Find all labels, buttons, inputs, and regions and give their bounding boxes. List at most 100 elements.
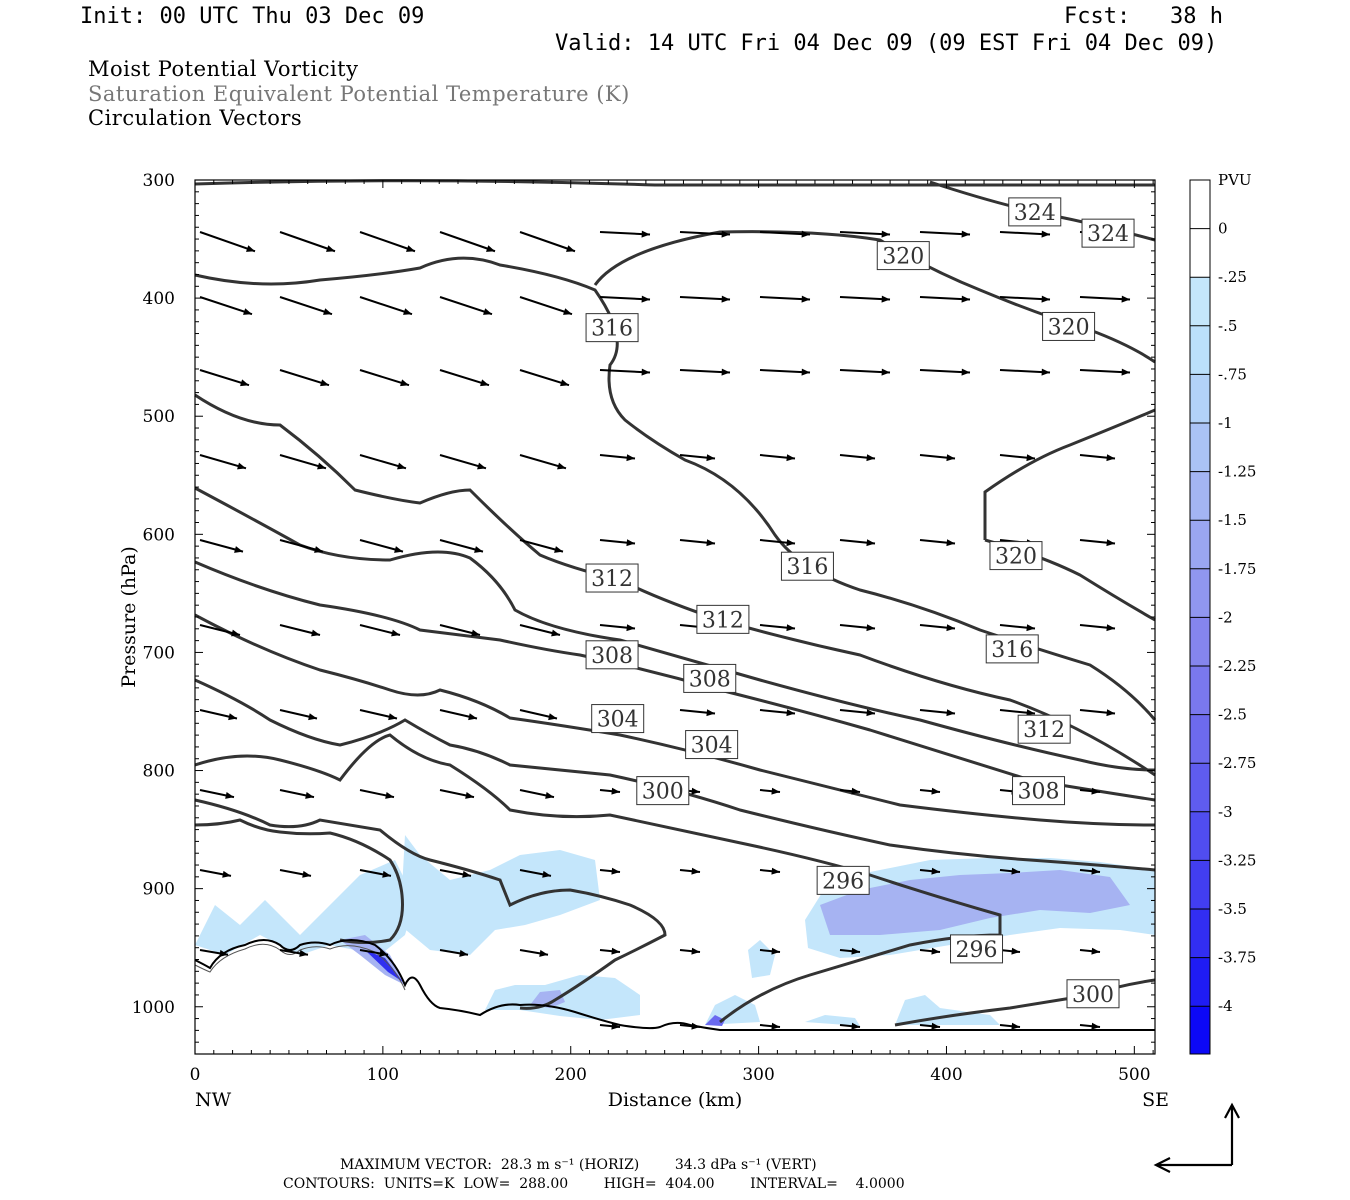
circulation-vector-head xyxy=(626,624,635,632)
contour-label-box xyxy=(1066,979,1120,1009)
circulation-vector-head xyxy=(1121,295,1130,303)
circulation-vector-head xyxy=(851,947,860,955)
circulation-vector-head xyxy=(462,870,471,878)
circulation-vector-head xyxy=(539,949,548,957)
colorbar-label: -3.75 xyxy=(1218,949,1256,967)
contour-label-text: 308 xyxy=(1018,780,1060,805)
colorbar-label: -3.5 xyxy=(1218,900,1247,918)
circulation-vector-head xyxy=(385,792,394,799)
init-time: Init: 00 UTC Thu 03 Dec 09 xyxy=(80,4,425,29)
contour-label-text: 300 xyxy=(1072,983,1114,1008)
circulation-vector-head xyxy=(691,1022,700,1030)
circulation-vector-head xyxy=(1106,624,1115,632)
circulation-vector xyxy=(679,296,731,301)
circulation-vector-head xyxy=(771,1022,780,1030)
pv-region-sfc-max xyxy=(705,1015,725,1026)
circulation-vector-head xyxy=(400,379,409,387)
circulation-vector-head xyxy=(225,792,234,799)
circulation-vector xyxy=(599,231,651,236)
circulation-vector-head xyxy=(771,867,780,875)
circulation-vector-head xyxy=(548,713,557,721)
circulation-vector xyxy=(599,369,651,374)
forecast-hour: Fcst: 38 h xyxy=(1064,4,1223,29)
contour-label: 308 xyxy=(585,640,639,670)
circulation-vector-head xyxy=(881,368,890,376)
colorbar-label: -1.25 xyxy=(1218,463,1256,481)
contour-label-text: 324 xyxy=(1087,222,1129,247)
circulation-vector-head xyxy=(1091,867,1100,875)
colorbar-segment xyxy=(1190,374,1210,423)
contour-label-text: 320 xyxy=(1048,315,1090,340)
circulation-vector-head xyxy=(474,546,483,553)
colorbar-label: -3 xyxy=(1218,803,1233,821)
circulation-vector xyxy=(679,369,731,374)
contour-label: 296 xyxy=(950,934,1004,964)
contour-316 xyxy=(194,256,1157,721)
circulation-vector xyxy=(839,296,891,301)
colorbar-segment xyxy=(1190,666,1210,715)
circulation-vector xyxy=(519,296,573,316)
circulation-vector xyxy=(279,296,333,316)
contour-312 xyxy=(194,393,1156,777)
circulation-vector-head xyxy=(931,947,940,955)
circulation-vector-head xyxy=(240,379,249,387)
circulation-vector-head xyxy=(611,787,620,795)
circulation-vector-head xyxy=(946,539,955,547)
contour-label-box xyxy=(585,313,639,343)
pv-region-se-core xyxy=(820,870,1130,935)
circulation-vector-head xyxy=(706,454,715,462)
title-mpv: Moist Potential Vorticity xyxy=(88,57,359,81)
circulation-vector-head xyxy=(1106,709,1115,717)
terrain-line-shadow xyxy=(194,943,406,991)
circulation-vector-head xyxy=(471,629,480,637)
x-end-label-nw: NW xyxy=(195,1089,232,1111)
circulation-vector-head xyxy=(246,245,255,252)
circulation-vector xyxy=(519,369,570,387)
circulation-vector xyxy=(919,231,971,236)
x-tick-label: 400 xyxy=(930,1065,962,1085)
circulation-vector xyxy=(359,231,416,253)
colorbar-label: -.5 xyxy=(1218,317,1237,335)
contour-label-text: 308 xyxy=(591,644,633,669)
circulation-vector xyxy=(359,296,413,316)
contour-label-text: 312 xyxy=(1023,718,1065,743)
circulation-vector xyxy=(999,231,1051,236)
circulation-vector-head xyxy=(542,870,551,878)
circulation-vector-head xyxy=(961,295,970,303)
circulation-vector-head xyxy=(388,713,397,721)
circulation-vector-head xyxy=(1011,947,1020,955)
circulation-vector xyxy=(199,369,250,387)
circulation-vector-head xyxy=(771,787,780,795)
colorbar-label: -2.25 xyxy=(1218,657,1256,675)
circulation-vector-head xyxy=(243,308,252,315)
circulation-vector-head xyxy=(786,709,795,717)
colorbar-label: -.25 xyxy=(1218,268,1247,286)
pv-region-sfc-core xyxy=(530,990,565,1008)
pv-colorbar: PVU 0 -.25 -.5 -.75 -1 -1.25 -1.5 -1.75 -2 -2.25 -2… xyxy=(1189,171,1256,1055)
contour-320-mid xyxy=(983,408,1156,540)
circulation-vector-head xyxy=(557,462,566,470)
circulation-vector-head xyxy=(611,1022,620,1030)
colorbar-segment xyxy=(1190,617,1210,666)
contour-label: 312 xyxy=(585,563,639,593)
y-tick-label: 900 xyxy=(143,880,175,900)
contour-label-box xyxy=(989,541,1043,571)
circulation-vector-head xyxy=(786,624,795,632)
colorbar-segment xyxy=(1190,957,1210,1007)
circulation-vector-head xyxy=(866,709,875,717)
circulation-vector-head xyxy=(611,867,620,875)
contour-label-box xyxy=(685,730,739,760)
pv-region-mid xyxy=(400,835,600,955)
colorbar-label: -3.25 xyxy=(1218,851,1256,869)
circulation-vector-head xyxy=(691,787,700,795)
contour-label-box xyxy=(876,241,930,271)
circulation-vector-head xyxy=(801,295,810,303)
contour-label-text: 308 xyxy=(689,667,731,692)
circulation-vector-head xyxy=(323,308,332,315)
circulation-vector-head xyxy=(228,713,237,721)
contour-324-a xyxy=(194,179,1155,187)
valid-time: Valid: 14 UTC Fri 04 Dec 09 (09 EST Fri … xyxy=(555,31,1218,56)
colorbar-segment xyxy=(1190,1006,1210,1054)
colorbar-segment xyxy=(1190,180,1210,229)
